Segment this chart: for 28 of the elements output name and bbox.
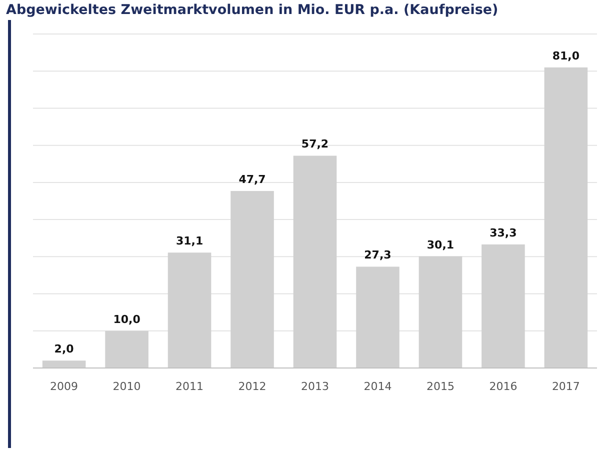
x-tick-label: 2009 xyxy=(50,380,78,393)
x-tick-label: 2015 xyxy=(426,380,454,393)
bar xyxy=(482,244,525,368)
x-tick-label: 2011 xyxy=(176,380,204,393)
data-label: 47,7 xyxy=(238,172,266,186)
x-tick-label: 2013 xyxy=(301,380,329,393)
bar xyxy=(230,190,274,368)
x-tick-label: 2012 xyxy=(238,380,266,393)
data-label: 10,0 xyxy=(113,312,141,326)
x-tick-label: 2016 xyxy=(489,380,518,393)
data-label: 2,0 xyxy=(54,342,74,356)
x-tick-label: 2017 xyxy=(552,380,580,393)
bar xyxy=(356,266,400,368)
x-tick-label: 2010 xyxy=(112,380,141,393)
bar xyxy=(105,330,148,368)
x-tick-label: 2014 xyxy=(364,380,392,393)
bar xyxy=(293,156,337,368)
data-label: 33,3 xyxy=(490,226,517,240)
data-label: 31,1 xyxy=(176,234,204,248)
data-label: 57,2 xyxy=(301,138,329,151)
data-label: 30,1 xyxy=(426,238,454,252)
chart-title: Abgewickeltes Zweitmarktvolumen in Mio. EUR p.a. (Kaufpreise) xyxy=(6,2,498,18)
bar xyxy=(42,360,86,368)
data-label: 81,0 xyxy=(552,49,580,62)
bar xyxy=(418,256,462,368)
data-label: 27,3 xyxy=(364,248,392,262)
bar xyxy=(168,252,212,368)
bar xyxy=(544,67,588,368)
